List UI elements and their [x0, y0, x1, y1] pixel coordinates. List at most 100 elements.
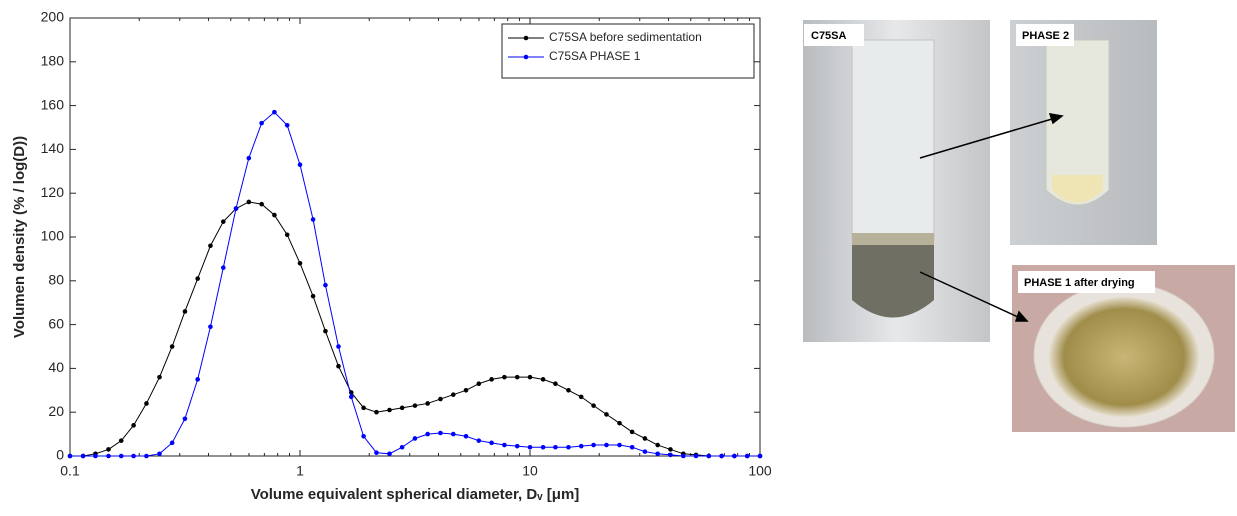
data-point	[400, 406, 405, 411]
data-point	[349, 395, 354, 400]
y-tick-label: 180	[41, 53, 65, 69]
data-point	[157, 375, 162, 380]
y-tick-label: 0	[56, 447, 64, 463]
y-tick-label: 200	[41, 9, 65, 25]
data-point	[208, 324, 213, 329]
data-point	[221, 219, 226, 224]
data-point	[579, 444, 584, 449]
data-point	[259, 121, 264, 126]
data-point	[285, 233, 290, 238]
data-point	[183, 309, 188, 314]
y-tick-label: 60	[48, 315, 64, 331]
data-point	[528, 375, 533, 380]
data-point	[489, 377, 494, 382]
data-point	[438, 397, 443, 402]
legend-marker	[524, 55, 529, 60]
data-point	[413, 436, 418, 441]
data-point	[707, 454, 712, 459]
data-point	[285, 123, 290, 128]
data-point	[630, 445, 635, 450]
data-point	[681, 454, 686, 459]
data-point	[758, 454, 763, 459]
data-point	[413, 403, 418, 408]
data-point	[106, 454, 111, 459]
data-point	[541, 377, 546, 382]
data-point	[630, 430, 635, 435]
data-point	[131, 423, 136, 428]
data-point	[221, 265, 226, 270]
x-tick-label: 10	[522, 463, 538, 479]
data-point	[272, 213, 277, 218]
data-point	[361, 434, 366, 439]
data-point	[374, 410, 379, 415]
data-point	[336, 344, 341, 349]
data-point	[170, 344, 175, 349]
data-point	[311, 294, 316, 299]
x-tick-label: 0.1	[60, 463, 80, 479]
data-point	[655, 452, 660, 457]
data-point	[541, 445, 546, 450]
data-point	[119, 454, 124, 459]
data-point	[745, 454, 750, 459]
data-point	[183, 416, 188, 421]
photo-c75sa: C75SA	[803, 20, 990, 342]
data-point	[400, 445, 405, 450]
data-point	[93, 454, 98, 459]
data-point	[425, 401, 430, 406]
y-tick-label: 160	[41, 96, 65, 112]
photo-phase2: PHASE 2	[1010, 20, 1157, 245]
legend-marker	[524, 36, 529, 41]
data-point	[438, 431, 443, 436]
data-point	[425, 432, 430, 437]
y-tick-label: 40	[48, 359, 64, 375]
data-point	[655, 443, 660, 448]
data-point	[298, 261, 303, 266]
data-point	[528, 445, 533, 450]
legend-label: C75SA PHASE 1	[549, 49, 641, 63]
data-point	[157, 452, 162, 457]
x-axis-label: Volume equivalent spherical diameter, Dᵥ…	[251, 486, 580, 503]
data-point	[259, 202, 264, 207]
data-point	[208, 243, 213, 248]
data-point	[170, 441, 175, 446]
x-tick-label: 100	[748, 463, 772, 479]
data-point	[477, 381, 482, 386]
y-tick-label: 20	[48, 403, 64, 419]
figure: C75SA PHASE 2 PHASE 1 after drying 0 20 40…	[0, 0, 1237, 511]
data-point	[144, 454, 149, 459]
data-point	[553, 381, 558, 386]
plot-area	[70, 18, 760, 456]
y-tick-label: 80	[48, 272, 64, 288]
data-point	[604, 412, 609, 417]
data-point	[617, 443, 622, 448]
photo-label: C75SA	[811, 30, 847, 42]
data-point	[566, 445, 571, 450]
data-point	[247, 200, 252, 205]
data-point	[247, 156, 252, 161]
data-point	[195, 276, 200, 281]
data-point	[604, 443, 609, 448]
data-point	[643, 436, 648, 441]
data-point	[451, 432, 456, 437]
data-point	[387, 452, 392, 457]
data-point	[719, 454, 724, 459]
y-axis-label: Volumen density (% / log(D))	[11, 136, 28, 338]
data-point	[732, 454, 737, 459]
data-point	[361, 406, 366, 411]
data-point	[515, 375, 520, 380]
data-point	[668, 447, 673, 452]
data-point	[131, 454, 136, 459]
page: C75SA PHASE 2 PHASE 1 after drying 0 20 40…	[0, 0, 1237, 516]
data-point	[234, 206, 239, 211]
data-point	[515, 444, 520, 449]
data-point	[68, 454, 73, 459]
photo-phase1: PHASE 1 after drying	[1012, 265, 1235, 432]
data-point	[323, 329, 328, 334]
data-point	[336, 364, 341, 369]
y-tick-label: 120	[41, 184, 65, 200]
data-point	[106, 447, 111, 452]
data-point	[566, 388, 571, 393]
photo-label: PHASE 1 after drying	[1024, 277, 1135, 289]
